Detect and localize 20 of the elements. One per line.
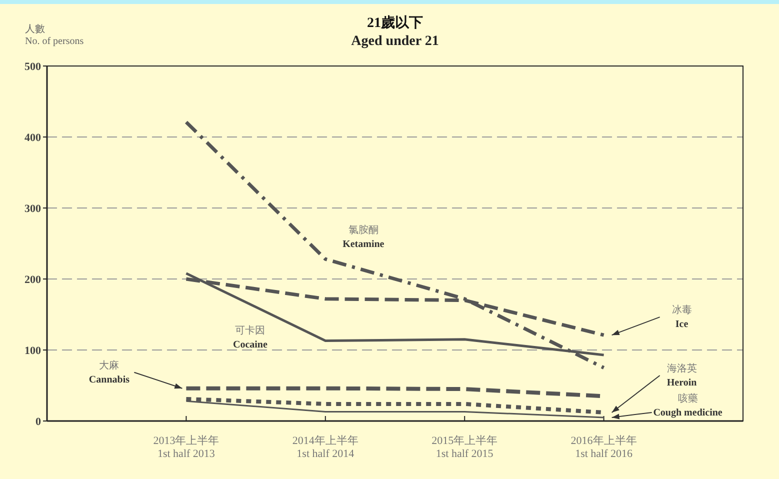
x-tick-label: 2015年上半年 1st half 2015 — [432, 434, 498, 460]
text: 大麻 Cannabis — [88, 359, 130, 386]
y-tick-label: 300 — [24, 203, 42, 215]
line-series — [184, 120, 606, 370]
series-label: 氯胺酮 Ketamine — [342, 224, 385, 250]
text: 咳藥 Cough medicine — [653, 392, 723, 418]
chart-title: 21歲以下 — [367, 15, 423, 31]
x-tick-label: 2016年上半年 1st half 2016 — [570, 434, 637, 460]
y-tick-label: 500 — [24, 61, 42, 73]
x-tick-label: 2013年上半年 1st half 2013 — [153, 434, 220, 460]
y-tick-label: 400 — [24, 132, 42, 144]
y-tick-label: 200 — [24, 274, 42, 286]
text: 冰毒 Ice — [672, 304, 692, 330]
chart-subtitle: Aged under 21 — [351, 34, 439, 49]
y-axis-title: 人數 No. of persons — [25, 23, 84, 47]
y-tick-label: 100 — [24, 345, 42, 357]
y-tick-label: 0 — [36, 416, 42, 428]
x-tick-label: 2014年上半年 1st half 2014 — [292, 434, 358, 460]
text: 海洛英 Heroin — [666, 362, 698, 388]
series-label: 可卡因 Cocaine — [232, 324, 268, 350]
